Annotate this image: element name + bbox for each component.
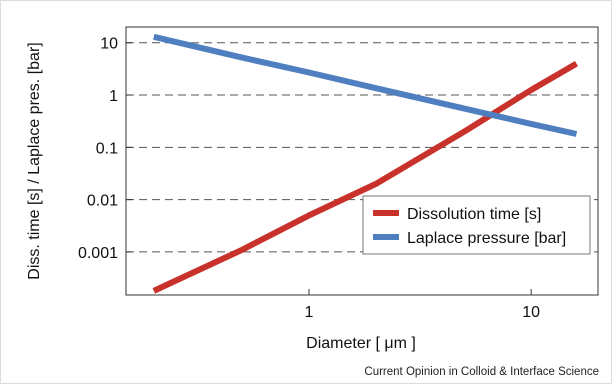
y-tick-label: 0.01 — [87, 193, 118, 210]
legend-label: Laplace pressure [bar] — [407, 230, 566, 247]
x-axis-title: Diameter [ μm ] — [306, 335, 416, 352]
y-tick-label: 0.001 — [78, 245, 118, 262]
dissolution-time-line — [152, 61, 579, 294]
legend-box — [362, 195, 591, 255]
series-lines — [152, 33, 579, 294]
y-tick-label: 0.1 — [96, 140, 118, 157]
journal-credit: Current Opinion in Colloid & Interface S… — [364, 366, 599, 378]
x-tick-label: 10 — [522, 304, 540, 321]
legend: Dissolution time [s] Laplace pressure [ba… — [362, 195, 591, 255]
y-axis-title: Diss. time [s] / Laplace pres. [bar] — [26, 42, 43, 279]
legend-label: Dissolution time [s] — [407, 206, 541, 223]
laplace-pressure-line — [153, 33, 578, 137]
axis-ticks: 10 1 0.1 0.01 0.001 1 10 — [78, 36, 540, 321]
plot-area — [125, 26, 599, 296]
y-tick-label: 10 — [100, 36, 118, 53]
x-tick-label: 1 — [305, 304, 314, 321]
y-tick-label: 1 — [109, 88, 118, 105]
